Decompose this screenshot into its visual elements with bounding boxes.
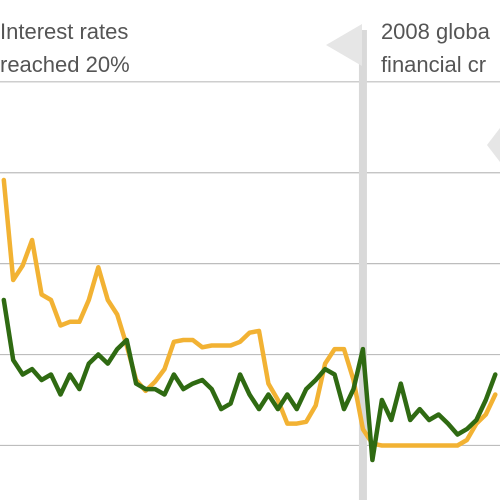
flag [487, 128, 500, 162]
annotation-text: 2008 globa [381, 19, 491, 44]
annotation-text: Interest rates [0, 19, 128, 44]
series-line [1, 177, 498, 448]
flag [326, 24, 362, 66]
annotation-text: financial cr [381, 52, 486, 77]
annotation-text: reached 20% [0, 52, 130, 77]
series-line [1, 297, 498, 463]
lines [1, 177, 498, 463]
